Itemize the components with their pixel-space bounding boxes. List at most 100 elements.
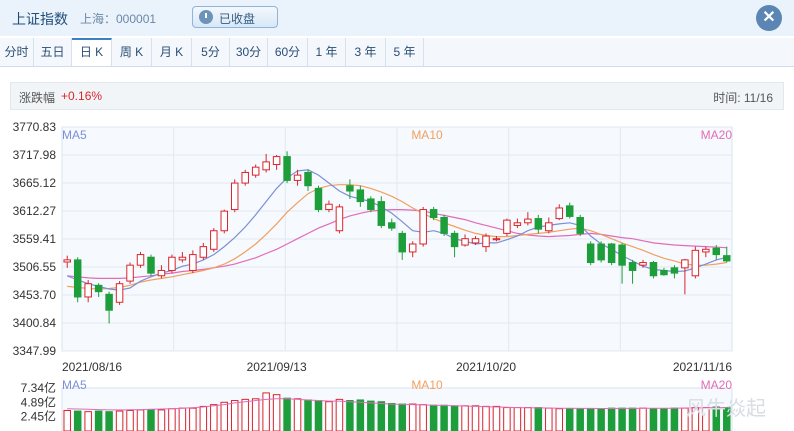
candle-body (73, 259, 82, 298)
candle-body (450, 232, 459, 248)
candle-body (168, 256, 176, 271)
candle-body (189, 254, 197, 271)
candle-body (503, 219, 511, 234)
candle-body (461, 238, 469, 246)
candle-body (199, 246, 208, 258)
candle-body (136, 254, 145, 266)
volume-bar (649, 408, 658, 431)
volume-bar (440, 404, 448, 431)
volume-bar (471, 405, 480, 431)
clock-icon (199, 10, 213, 24)
candle-body (607, 243, 616, 264)
volume-y-tick: 4.89亿 (21, 394, 56, 409)
candle-body (471, 238, 480, 244)
tab-4[interactable]: 月 K (152, 38, 192, 66)
volume-bar (367, 400, 375, 431)
candle-body (440, 216, 448, 234)
volume-bar (712, 406, 721, 431)
volume-y-tick: 2.45亿 (21, 409, 56, 424)
volume-bar (241, 398, 249, 431)
change-value: +0.16% (61, 89, 103, 103)
volume-bar (534, 407, 543, 431)
tab-8[interactable]: 1 年 (308, 38, 346, 66)
volume-bar (230, 400, 239, 431)
candle-body (147, 256, 155, 274)
tab-7[interactable]: 60分 (268, 38, 308, 66)
candle-body (398, 232, 406, 253)
tab-1[interactable]: 五日 (34, 38, 72, 66)
candle-body (545, 222, 553, 232)
market-status-button[interactable]: 已收盘 (192, 6, 278, 28)
volume-bar (576, 408, 584, 431)
volume-bar (607, 407, 616, 431)
tab-0[interactable]: 分时 (0, 38, 34, 66)
candle-body (618, 244, 626, 266)
candle-body (649, 262, 658, 277)
candle-body (524, 218, 532, 224)
tab-3[interactable]: 周 K (112, 38, 152, 66)
ma20-line (67, 209, 727, 279)
candle-body (304, 171, 312, 187)
legend-ma5: MA5 (62, 128, 87, 142)
volume-bar (639, 407, 647, 431)
volume-bar (555, 408, 564, 431)
y-tick-label: 3506.55 (13, 260, 57, 274)
candle-body (702, 248, 710, 253)
candle-body (681, 259, 689, 269)
volume-bar (513, 407, 522, 431)
candle-body (293, 174, 302, 181)
candle-body (576, 216, 584, 234)
volume-bar (492, 405, 501, 431)
candle-body (84, 283, 92, 298)
candle-body (157, 269, 166, 277)
candle-body (105, 293, 113, 311)
volume-bar (314, 400, 323, 431)
candle-body (597, 243, 605, 261)
y-tick-label: 3665.12 (13, 176, 57, 190)
candle-body (712, 247, 721, 256)
candle-body (723, 255, 731, 262)
candle-body (555, 207, 564, 220)
volume-bar (189, 407, 197, 431)
tab-9[interactable]: 3 年 (346, 38, 386, 66)
ma10-line (67, 184, 727, 290)
volume-bar (388, 402, 396, 431)
volume-bar (293, 398, 302, 431)
volume-legend-ma5: MA5 (62, 378, 87, 392)
tab-2[interactable]: 日 K (72, 38, 112, 66)
close-button[interactable]: ✕ (756, 5, 782, 31)
volume-legend-ma10: MA10 (411, 378, 443, 392)
x-tick-label: 2021/09/13 (247, 360, 307, 374)
volume-bar (325, 401, 333, 431)
volume-bar (304, 399, 312, 431)
tab-5[interactable]: 5分 (192, 38, 230, 66)
y-tick-label: 3717.98 (13, 148, 57, 162)
candle-body (178, 256, 187, 261)
candle-body (230, 182, 239, 211)
volume-bar (408, 403, 417, 431)
candle-body (388, 222, 396, 229)
candle-body (367, 198, 375, 211)
candle-body (251, 166, 260, 176)
tab-10[interactable]: 5 年 (386, 38, 424, 66)
volume-y-tick: 7.34亿 (21, 380, 56, 395)
volume-bar (450, 405, 459, 431)
tab-6[interactable]: 30分 (230, 38, 268, 66)
time-label: 时间: 11/16 (713, 91, 773, 105)
volume-bar (272, 394, 281, 431)
index-title: 上证指数 (12, 11, 68, 27)
y-tick-label: 3400.84 (13, 316, 57, 330)
header-bar: 上证指数 上海：000001 已收盘 ✕ (0, 0, 794, 36)
volume-bar (597, 408, 605, 431)
volume-bar (283, 397, 291, 431)
candle-body (283, 156, 291, 181)
y-tick-label: 3770.83 (13, 120, 57, 134)
legend-ma20: MA20 (701, 128, 733, 142)
volume-bar (660, 408, 668, 431)
volume-bar (136, 409, 145, 431)
x-tick-label: 2021/10/20 (456, 360, 516, 374)
volume-bar (377, 401, 386, 431)
candle-body (670, 267, 679, 274)
candle-body (377, 201, 386, 226)
